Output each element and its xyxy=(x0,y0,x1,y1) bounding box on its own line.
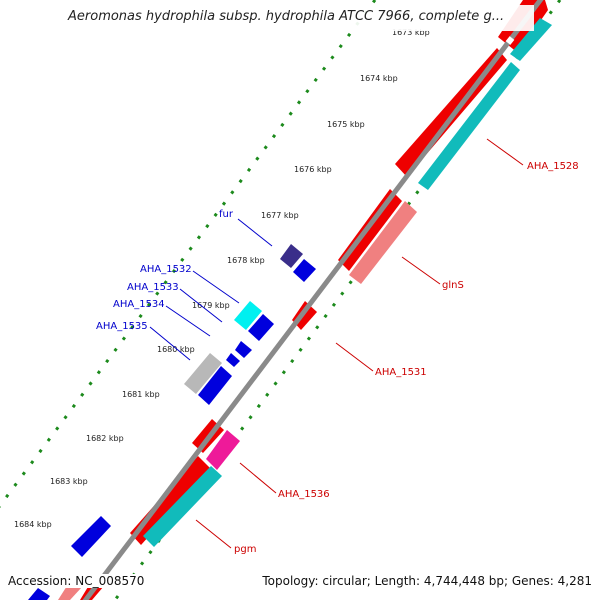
gene-label[interactable]: AHA_1534 xyxy=(113,299,165,310)
leader-lines xyxy=(149,138,524,549)
gene-fur[interactable] xyxy=(280,244,303,268)
gene-gln-s[interactable] xyxy=(349,201,417,284)
gene-label[interactable]: AHA_1528 xyxy=(527,161,579,172)
gene-label[interactable]: fur xyxy=(219,209,234,220)
leader-aha-1535 xyxy=(149,326,191,361)
map-title: Aeromonas hydrophila subsp. hydrophila A… xyxy=(68,9,505,24)
leader-pgm xyxy=(195,519,232,549)
gene-pgm-red[interactable] xyxy=(130,456,210,545)
gene-aha-1533[interactable] xyxy=(248,314,274,341)
gene-aha-1534-a[interactable] xyxy=(235,341,252,358)
leader-fur xyxy=(237,218,273,247)
gene-aha-1535[interactable] xyxy=(198,366,232,405)
tick-label: 1684 kbp xyxy=(14,520,52,529)
tick-labels: 1673 kbp 1674 kbp 1675 kbp 1676 kbp 1677… xyxy=(14,28,430,529)
gene-gln-s-red[interactable] xyxy=(338,189,402,271)
tick-label: 1676 kbp xyxy=(294,165,332,174)
gene-label[interactable]: pgm xyxy=(234,544,256,555)
tick-label: 1678 kbp xyxy=(227,256,265,265)
gene-label[interactable]: AHA_1533 xyxy=(127,282,179,293)
leader-gln-s xyxy=(401,256,441,285)
gene-aha-1534-b[interactable] xyxy=(226,353,240,367)
gene-aha-1532[interactable] xyxy=(234,301,262,330)
tick-label: 1680 kbp xyxy=(157,345,195,354)
gene-corner-blue xyxy=(28,588,50,600)
gene-bottom-blue[interactable] xyxy=(71,516,111,557)
inner-features xyxy=(28,244,316,600)
accession-label: Accession: NC_008570 xyxy=(8,574,145,588)
leader-aha-1533 xyxy=(179,288,223,323)
title-background xyxy=(64,5,534,31)
tick-label: 1679 kbp xyxy=(192,301,230,310)
tick-label: 1675 kbp xyxy=(327,120,365,129)
genome-backbone xyxy=(82,0,544,600)
gene-fur-blue[interactable] xyxy=(293,259,316,282)
gene-label[interactable]: AHA_1531 xyxy=(375,367,427,378)
gene-labels: AHA_1528 glnS AHA_1531 AHA_1536 pgm fur … xyxy=(96,161,579,555)
tick-label: 1673 kbp xyxy=(392,28,430,37)
gene-label[interactable]: glnS xyxy=(442,280,464,291)
tick-label: 1681 kbp xyxy=(122,390,160,399)
leader-aha-1534 xyxy=(165,305,211,337)
genome-summary: Topology: circular; Length: 4,744,448 bp… xyxy=(262,574,592,588)
gene-pgm[interactable] xyxy=(143,466,222,547)
tick-label: 1674 kbp xyxy=(360,74,398,83)
tick-label: 1682 kbp xyxy=(86,434,124,443)
gene-aha-1528-cyan[interactable] xyxy=(418,62,520,190)
gene-label[interactable]: AHA_1535 xyxy=(96,321,148,332)
leader-aha-1536 xyxy=(239,462,277,494)
gene-aha-1535-gray[interactable] xyxy=(184,353,222,394)
tick-label: 1677 kbp xyxy=(261,211,299,220)
gene-aha-1536[interactable] xyxy=(206,430,240,470)
tick-label: 1683 kbp xyxy=(50,477,88,486)
backbone-gap xyxy=(505,36,515,45)
leader-aha-1531 xyxy=(335,342,374,372)
gene-label[interactable]: AHA_1532 xyxy=(140,264,192,275)
gene-label[interactable]: AHA_1536 xyxy=(278,489,330,500)
leader-aha-1532 xyxy=(192,270,240,304)
gene-arrow-top-cyan xyxy=(510,18,552,61)
leader-aha-1528 xyxy=(486,138,524,166)
